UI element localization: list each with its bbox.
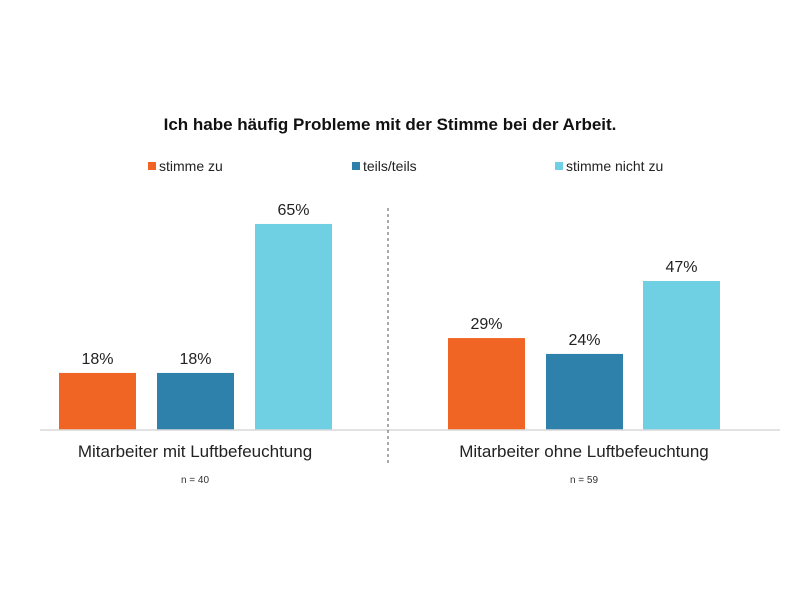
category-label: Mitarbeiter ohne Luftbefeuchtung xyxy=(459,442,709,461)
bar xyxy=(255,223,332,430)
bar xyxy=(643,281,720,430)
sample-size-label: n = 59 xyxy=(570,475,599,486)
chart-title: Ich habe häufig Probleme mit der Stimme … xyxy=(164,115,617,134)
legend: stimme zu teils/teils stimme nicht zu xyxy=(148,158,663,174)
legend-label: teils/teils xyxy=(363,158,417,174)
sample-size-label: n = 40 xyxy=(181,475,210,486)
legend-swatch xyxy=(352,162,360,170)
data-label: 18% xyxy=(81,351,113,368)
bar xyxy=(157,372,234,430)
legend-swatch xyxy=(148,162,156,170)
data-label: 47% xyxy=(665,259,697,276)
legend-label: stimme zu xyxy=(159,158,223,174)
bar xyxy=(448,338,525,430)
data-label: 18% xyxy=(179,351,211,368)
bars: 18% 18% 65% 29% 24% 47% xyxy=(59,202,720,430)
bar xyxy=(546,353,623,430)
data-label: 65% xyxy=(277,202,309,219)
bar xyxy=(59,372,136,430)
legend-label: stimme nicht zu xyxy=(566,158,663,174)
data-label: 29% xyxy=(470,316,502,333)
category-label: Mitarbeiter mit Luftbefeuchtung xyxy=(78,442,312,461)
data-label: 24% xyxy=(568,332,600,349)
legend-swatch xyxy=(555,162,563,170)
